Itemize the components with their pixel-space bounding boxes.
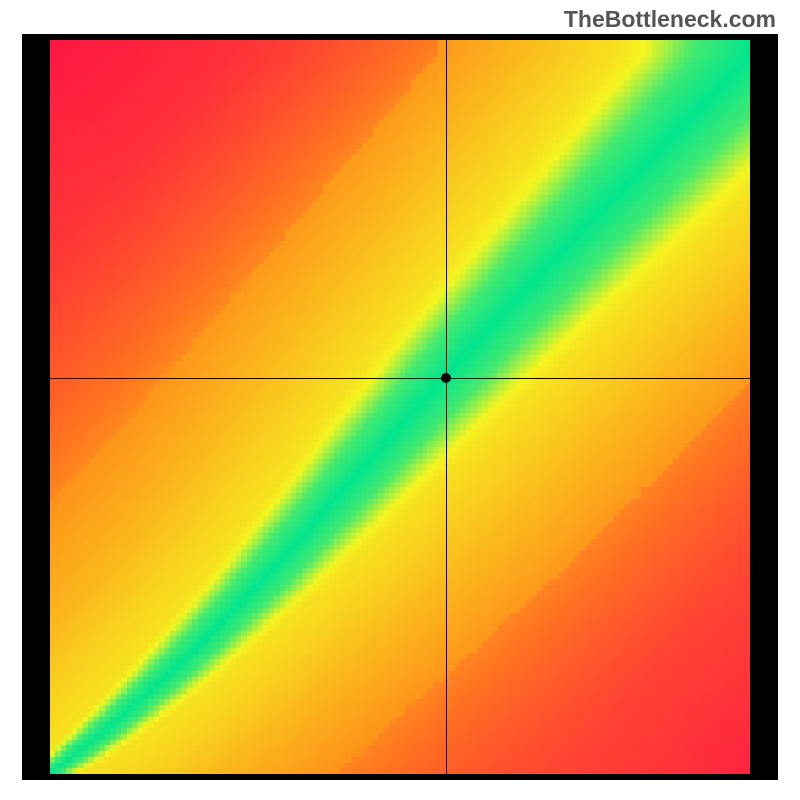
crosshair-horizontal — [50, 378, 750, 379]
plot-area — [50, 40, 750, 774]
chart-container: TheBottleneck.com — [0, 0, 800, 800]
heatmap-canvas — [50, 40, 750, 774]
crosshair-vertical — [446, 40, 447, 774]
crosshair-marker — [441, 373, 451, 383]
watermark-text: TheBottleneck.com — [564, 6, 776, 33]
